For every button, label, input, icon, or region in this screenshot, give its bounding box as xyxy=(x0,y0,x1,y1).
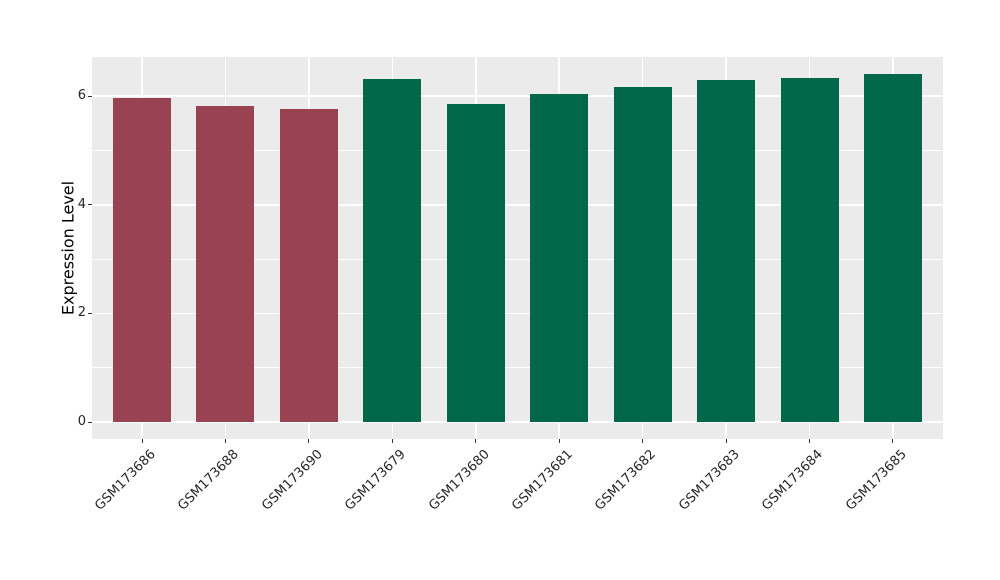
y-tick-label: 0 xyxy=(77,414,86,430)
bar-GSM173679 xyxy=(363,78,422,423)
x-tick-label-text: GSM173688 xyxy=(175,447,243,514)
bar-GSM173683 xyxy=(697,79,756,423)
gridline-minor xyxy=(92,367,943,369)
x-tick-label-text: GSM173690 xyxy=(258,447,326,514)
gridline-major xyxy=(92,421,943,423)
bar-GSM173684 xyxy=(780,77,839,423)
x-tick-mark xyxy=(224,439,226,443)
x-tick-mark xyxy=(141,439,143,443)
y-tick-label: 4 xyxy=(77,196,86,212)
y-tick-mark xyxy=(88,95,92,97)
y-tick-label: 2 xyxy=(77,305,86,321)
x-tick-mark xyxy=(391,439,393,443)
x-tick-label-text: GSM173682 xyxy=(592,447,660,514)
x-tick-mark xyxy=(475,439,477,443)
gridline-minor xyxy=(92,150,943,151)
gridline-major xyxy=(92,312,943,315)
gridline-major xyxy=(92,95,943,97)
bar-GSM173688 xyxy=(196,106,255,423)
bar-GSM173690 xyxy=(279,108,338,423)
x-tick-mark xyxy=(308,439,310,443)
x-tick-label-text: GSM173680 xyxy=(425,447,493,514)
x-tick-mark xyxy=(892,439,894,443)
x-tick-mark xyxy=(642,439,644,443)
x-tick-mark xyxy=(809,439,810,443)
bar-GSM173686 xyxy=(113,97,172,423)
x-tick-label-text: GSM173686 xyxy=(92,447,159,514)
x-tick-label-text: GSM173685 xyxy=(842,447,910,514)
bar-GSM173685 xyxy=(863,73,922,423)
x-tick-label-text: GSM173684 xyxy=(759,447,827,514)
plot-panel xyxy=(92,57,943,439)
y-tick-label: 6 xyxy=(77,88,86,104)
x-tick-label-text: GSM173681 xyxy=(509,447,576,514)
x-tick-mark xyxy=(725,439,727,443)
gridline-minor xyxy=(92,258,943,260)
bar-GSM173681 xyxy=(530,93,589,423)
bar-GSM173682 xyxy=(613,87,672,423)
y-tick-mark xyxy=(88,312,92,314)
y-tick-mark xyxy=(88,421,92,423)
y-tick-mark xyxy=(88,204,92,206)
x-tick-mark xyxy=(558,439,560,443)
gridline-major xyxy=(92,204,943,206)
x-tick-label-text: GSM173683 xyxy=(676,447,743,514)
x-tick-label-text: GSM173679 xyxy=(342,447,409,514)
bar-GSM173680 xyxy=(446,104,505,423)
